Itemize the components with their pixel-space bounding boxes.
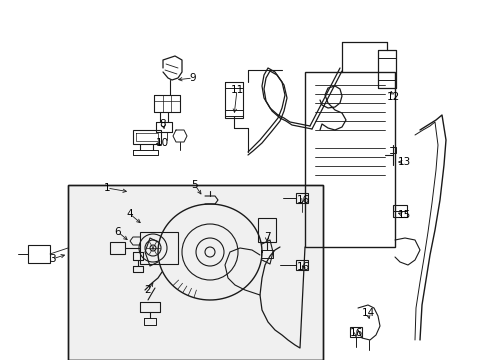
Text: 8: 8 [160, 119, 166, 129]
Text: 12: 12 [386, 92, 399, 102]
Bar [28, 245, 50, 263]
Text: 9: 9 [189, 73, 196, 83]
Text: 6: 6 [115, 227, 121, 237]
Text: 4: 4 [126, 209, 133, 219]
Text: 3: 3 [49, 254, 55, 264]
Text: 13: 13 [397, 157, 410, 167]
Bar [295, 193, 307, 203]
Text: 1: 1 [103, 183, 110, 193]
Text: 16: 16 [296, 262, 309, 272]
Bar [295, 260, 307, 270]
Bar [68, 185, 323, 360]
Bar [305, 72, 394, 247]
Bar [133, 130, 161, 144]
Text: 10: 10 [155, 138, 168, 148]
Bar [377, 50, 395, 88]
Text: 16: 16 [296, 195, 309, 205]
Bar [258, 218, 275, 242]
Text: 11: 11 [230, 85, 243, 95]
Bar [68, 185, 323, 360]
Text: 15: 15 [397, 210, 410, 220]
Bar [392, 205, 406, 217]
Text: 16: 16 [348, 328, 362, 338]
Bar [140, 232, 178, 264]
Text: 14: 14 [361, 308, 374, 318]
Bar [349, 327, 361, 337]
Bar [110, 242, 125, 254]
Bar [224, 82, 243, 118]
Text: 2: 2 [144, 285, 151, 295]
Text: 7: 7 [263, 232, 270, 242]
Text: 5: 5 [191, 180, 198, 190]
